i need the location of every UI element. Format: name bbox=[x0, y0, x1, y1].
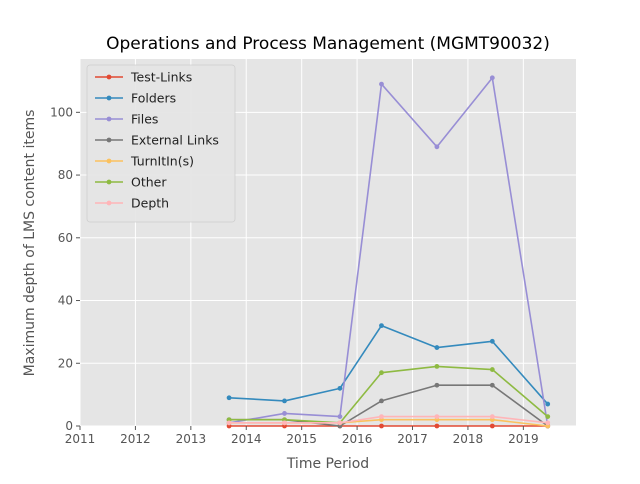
legend-item-turnitin-s: TurnItIn(s) bbox=[95, 154, 194, 169]
y-tick-label: 40 bbox=[58, 294, 73, 308]
series-folders bbox=[226, 323, 551, 407]
data-point-depth bbox=[434, 414, 440, 419]
data-point-other bbox=[379, 370, 384, 376]
y-tick-label: 60 bbox=[58, 231, 73, 245]
data-point-folders bbox=[337, 385, 343, 391]
data-point-depth bbox=[282, 420, 287, 426]
legend-item-folders: Folders bbox=[95, 91, 176, 106]
x-tick-label: 2017 bbox=[397, 432, 428, 446]
axes: 2011 2012 2013 2014 2015 2016 2017 2018 2019 0 20 4… bbox=[50, 105, 539, 446]
data-point-files bbox=[434, 144, 440, 150]
legend-label: Depth bbox=[131, 196, 169, 211]
legend-label: Other bbox=[131, 175, 167, 190]
legend-item-test-links: Test-Links bbox=[95, 70, 192, 85]
data-point-files bbox=[379, 81, 384, 87]
data-point-folders bbox=[489, 338, 495, 344]
data-point-files bbox=[489, 75, 495, 81]
legend-label: Files bbox=[131, 112, 158, 127]
data-point-folders bbox=[434, 345, 440, 350]
data-point-depth bbox=[226, 420, 232, 426]
x-tick-label: 2012 bbox=[120, 432, 151, 446]
legend-swatch-marker bbox=[106, 158, 112, 164]
legend-item-files: Files bbox=[95, 112, 158, 127]
series-layer bbox=[226, 75, 551, 429]
data-point-folders bbox=[282, 398, 287, 404]
data-point-folders bbox=[226, 395, 232, 401]
y-tick-label: 80 bbox=[58, 168, 73, 182]
legend-item-other: Other bbox=[95, 175, 167, 190]
data-point-depth bbox=[489, 414, 495, 419]
x-tick-label: 2011 bbox=[65, 432, 96, 446]
legend-box bbox=[86, 64, 236, 223]
legend-swatch-marker bbox=[106, 74, 112, 80]
series-depth bbox=[226, 414, 551, 426]
y-axis-label: Maximum depth of LMS content items bbox=[22, 110, 38, 377]
legend-label: External Links bbox=[131, 133, 219, 148]
x-tick-label: 2015 bbox=[286, 432, 317, 446]
x-tick-label: 2014 bbox=[231, 432, 262, 446]
data-point-depth bbox=[379, 414, 384, 419]
data-point-folders bbox=[379, 323, 384, 329]
legend-swatch-marker bbox=[106, 116, 112, 122]
legend-label: Test-Links bbox=[130, 70, 192, 85]
x-tick-label: 2018 bbox=[453, 432, 484, 446]
data-point-test-links bbox=[434, 423, 440, 429]
legend-item-depth: Depth bbox=[95, 196, 169, 211]
legend: Test-Links Folders Files External Links Turn… bbox=[86, 64, 236, 223]
legend-swatch-marker bbox=[106, 179, 112, 185]
data-point-folders bbox=[545, 401, 551, 407]
data-point-files bbox=[282, 411, 287, 416]
data-point-files bbox=[337, 414, 343, 419]
data-point-depth bbox=[545, 420, 551, 426]
y-tick-label: 20 bbox=[58, 356, 73, 370]
x-tick-label: 2016 bbox=[342, 432, 373, 446]
legend-item-external-links: External Links bbox=[95, 133, 219, 148]
legend-swatch-marker bbox=[106, 200, 112, 206]
data-point-other bbox=[545, 414, 551, 419]
y-tick-label: 100 bbox=[50, 105, 73, 119]
x-axis-label: Time Period bbox=[286, 456, 369, 472]
x-tick-label: 2019 bbox=[508, 432, 539, 446]
legend-label: TurnItIn(s) bbox=[130, 154, 194, 169]
data-point-other bbox=[489, 367, 495, 372]
chart-title: Operations and Process Management (MGMT9… bbox=[106, 34, 550, 54]
legend-label: Folders bbox=[131, 91, 176, 106]
x-tick-label: 2013 bbox=[176, 432, 207, 446]
data-point-external-links bbox=[379, 398, 384, 404]
grid-lines bbox=[79, 59, 576, 427]
data-point-test-links bbox=[489, 423, 495, 429]
data-point-depth bbox=[337, 420, 343, 426]
legend-swatch-marker bbox=[106, 137, 112, 143]
data-point-other bbox=[434, 364, 440, 369]
data-point-external-links bbox=[434, 382, 440, 388]
data-point-test-links bbox=[379, 423, 384, 429]
data-point-external-links bbox=[489, 382, 495, 388]
legend-swatch-marker bbox=[106, 95, 112, 101]
y-tick-label: 0 bbox=[65, 419, 73, 433]
